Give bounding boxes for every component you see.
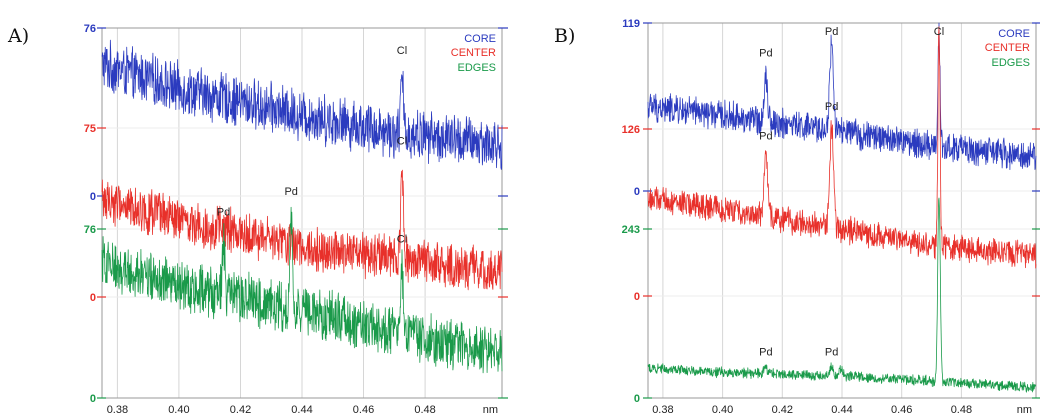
series-line-center: [101, 169, 503, 291]
x-tick-label: 0.40: [168, 404, 189, 416]
panel-label: B): [554, 25, 575, 47]
x-axis-unit: nm: [483, 404, 498, 416]
peak-label: Pd: [759, 47, 772, 59]
y-tick-label: 0: [634, 186, 640, 198]
x-tick-label: 0.40: [712, 404, 733, 416]
legend-entry-center: CENTER: [451, 47, 496, 59]
peak-label: Cl: [397, 45, 407, 57]
peak-label: Pd: [825, 347, 838, 359]
y-tick-label: 0: [90, 292, 96, 304]
x-tick-label: 0.42: [772, 404, 793, 416]
legend-entry-core: CORE: [464, 33, 496, 45]
plot-frame: [101, 27, 503, 399]
peak-label: Pd: [825, 101, 838, 113]
y-tick-label: 0: [634, 291, 640, 303]
legend-entry-edges: EDGES: [457, 62, 496, 74]
legend-entry-core: CORE: [998, 28, 1030, 40]
panel-label: A): [7, 25, 29, 47]
legend: CORE CENTER EDGES: [985, 28, 1030, 69]
y-tick-label: 0: [90, 191, 96, 203]
peak-label: Pd: [759, 130, 772, 142]
peak-label: Pd: [284, 186, 297, 198]
legend-entry-edges: EDGES: [991, 57, 1030, 69]
y-tick-label: 76: [84, 224, 96, 236]
series-line-core: [647, 22, 1037, 170]
series-line-core: [101, 39, 503, 170]
y-tick-label: 126: [622, 124, 640, 136]
peak-label: Cl: [397, 233, 407, 245]
peak-label: Cl: [934, 26, 944, 38]
x-tick-label: 0.42: [230, 404, 251, 416]
x-tick-label: 0.44: [831, 404, 852, 416]
x-tick-label: 0.38: [652, 404, 673, 416]
peak-label: Pd: [759, 347, 772, 359]
x-tick-label: 0.44: [291, 404, 312, 416]
chart-panel-b: B) 119 126 0 243 0 0 0.38 0.40 0.42 0.44 0.46 0.48 nm…: [554, 18, 1040, 416]
y-tick-label: 243: [622, 224, 640, 236]
plot-frame: [647, 22, 1037, 399]
series-line-center: [647, 26, 1037, 269]
peak-label: Pd: [217, 207, 230, 219]
y-tick-label: 76: [84, 23, 96, 35]
x-tick-label: 0.48: [414, 404, 435, 416]
legend-entry-center: CENTER: [985, 42, 1030, 54]
legend: CORE CENTER EDGES: [451, 33, 496, 74]
x-tick-label: 0.38: [107, 404, 128, 416]
x-tick-label: 0.48: [951, 404, 972, 416]
y-tick-label: 0: [634, 393, 640, 405]
x-tick-label: 0.46: [353, 404, 374, 416]
chart-panel-a: A) 76 75 0 76 0 0 0.38 0.40 0.42 0.44 0.46 0.48 nm COR…: [7, 23, 508, 416]
peak-label: Pd: [825, 26, 838, 38]
y-tick-label: 119: [622, 18, 640, 30]
series-line-edges: [647, 197, 1037, 393]
x-tick-label: 0.46: [891, 404, 912, 416]
peak-label: Cl: [397, 136, 407, 148]
y-tick-label: 75: [84, 123, 96, 135]
x-axis-unit: nm: [1017, 404, 1032, 416]
series-line-edges: [101, 206, 503, 374]
y-tick-label: 0: [90, 393, 96, 405]
